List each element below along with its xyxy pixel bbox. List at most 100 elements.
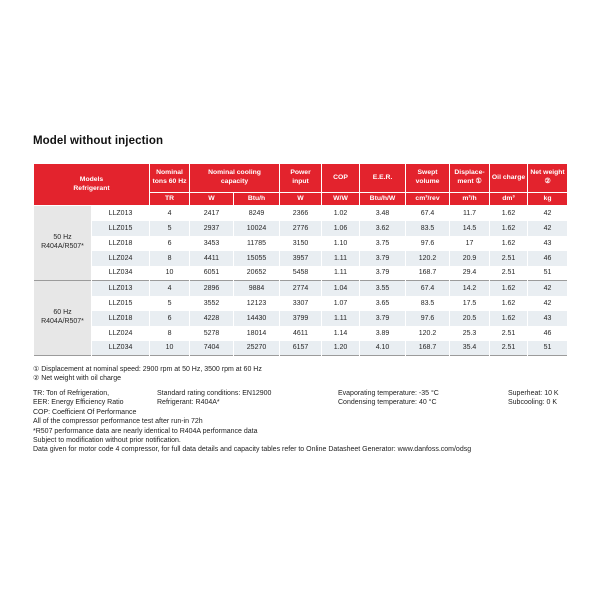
- value-cell: 7404: [189, 340, 235, 356]
- value-cell: 3.79: [359, 250, 407, 266]
- note-r507: *R507 performance data are nearly identi…: [33, 427, 258, 435]
- value-cell: 18014: [233, 325, 281, 341]
- value-cell: 8: [149, 250, 191, 266]
- table-header: Models Refrigerant Nominal tons 60 Hz No…: [32, 163, 569, 206]
- table-body: 50 Hz R404A/R507* LLZ013 4 2417 8249 2366 1.02…: [33, 205, 569, 356]
- model-name-cell: LLZ024: [90, 325, 151, 341]
- value-cell: 2776: [279, 220, 323, 236]
- unit-btuh: Btu/h: [233, 192, 281, 206]
- value-cell: 3.48: [359, 205, 407, 221]
- rating-conditions: Standard rating conditions: EN12900: [157, 390, 272, 397]
- header-cop: COP: [321, 163, 361, 193]
- value-cell: 4: [149, 205, 191, 221]
- header-models-refrigerant: Models Refrigerant: [32, 163, 151, 206]
- value-cell: 1.62: [489, 295, 529, 311]
- value-cell: 3799: [279, 310, 323, 326]
- note-modification: Subject to modification without prior no…: [33, 437, 181, 445]
- value-cell: 10024: [233, 220, 281, 236]
- model-name-cell: LLZ013: [90, 280, 151, 296]
- header-displacement: Displace- ment ①: [449, 163, 491, 193]
- value-cell: 2937: [189, 220, 235, 236]
- value-cell: 1.62: [489, 310, 529, 326]
- table-row: LLZ018 6 3453 11785 3150 1.10 3.75 97.6 17 1.62 43: [34, 235, 569, 251]
- value-cell: 1.04: [321, 280, 361, 296]
- model-name-cell: LLZ024: [90, 250, 151, 266]
- value-cell: 5278: [189, 325, 235, 341]
- value-cell: 1.11: [321, 310, 361, 326]
- value-cell: 8: [149, 325, 191, 341]
- superheat-column: Superheat: 10 K Subcooling: 0 K: [508, 389, 559, 408]
- value-cell: 11785: [233, 235, 281, 251]
- value-cell: 25.3: [449, 325, 491, 341]
- value-cell: 42: [527, 205, 569, 221]
- footnote-displacement: ① Displacement at nominal speed: 2900 rp…: [33, 366, 262, 373]
- value-cell: 51: [527, 265, 569, 281]
- unit-w: W: [189, 192, 235, 206]
- value-cell: 20652: [233, 265, 281, 281]
- value-cell: 17: [449, 235, 491, 251]
- value-cell: 2.51: [489, 250, 529, 266]
- value-cell: 5: [149, 220, 191, 236]
- value-cell: 1.14: [321, 325, 361, 341]
- header-net-weight: Net weight ②: [527, 163, 569, 193]
- value-cell: 1.62: [489, 280, 529, 296]
- model-name-cell: LLZ015: [90, 220, 151, 236]
- value-cell: 42: [527, 220, 569, 236]
- value-cell: 1.11: [321, 265, 361, 281]
- value-cell: 97.6: [405, 235, 451, 251]
- value-cell: 6051: [189, 265, 235, 281]
- value-cell: 67.4: [405, 280, 451, 296]
- value-cell: 6: [149, 310, 191, 326]
- header-cooling-capacity: Nominal cooling capacity: [189, 163, 281, 193]
- abbr-eer: EER: Energy Efficiency Ratio: [33, 399, 124, 407]
- value-cell: 3552: [189, 295, 235, 311]
- header-swept-volume: Swept volume: [405, 163, 451, 193]
- value-cell: 3957: [279, 250, 323, 266]
- value-cell: 2.51: [489, 340, 529, 356]
- value-cell: 6157: [279, 340, 323, 356]
- value-cell: 43: [527, 310, 569, 326]
- table-row: 50 Hz R404A/R507* LLZ013 4 2417 8249 2366 1.02…: [33, 205, 569, 281]
- value-cell: 3453: [189, 235, 235, 251]
- value-cell: 3.55: [359, 280, 407, 296]
- value-cell: 5458: [279, 265, 323, 281]
- model-name-cell: LLZ013: [90, 205, 151, 221]
- value-cell: 2774: [279, 280, 323, 296]
- unit-tr: TR: [149, 192, 191, 206]
- value-cell: 1.07: [321, 295, 361, 311]
- value-cell: 8249: [233, 205, 281, 221]
- value-cell: 14.2: [449, 280, 491, 296]
- value-cell: 25270: [233, 340, 281, 356]
- value-cell: 168.7: [405, 265, 451, 281]
- value-cell: 1.62: [489, 235, 529, 251]
- value-cell: 6: [149, 235, 191, 251]
- value-cell: 2417: [189, 205, 235, 221]
- note-run-in: All of the compressor performance test a…: [33, 418, 203, 426]
- value-cell: 14.5: [449, 220, 491, 236]
- value-cell: 83.5: [405, 220, 451, 236]
- table-row: 60 Hz R404A/R507* LLZ013 4 2896 9884 2774 1.04…: [33, 280, 569, 356]
- unit-power-w: W: [279, 192, 323, 206]
- evaporating-temperature: Evaporating temperature: -35 °C: [338, 390, 439, 397]
- superheat-note: Superheat: 10 K: [508, 390, 559, 397]
- value-cell: 43: [527, 235, 569, 251]
- value-cell: 42: [527, 280, 569, 296]
- rating-conditions-column: Standard rating conditions: EN12900 Refr…: [157, 389, 271, 408]
- abbr-cop: COP: Coefficient Of Performance: [33, 408, 137, 416]
- value-cell: 5: [149, 295, 191, 311]
- temperatures-column: Evaporating temperature: -35 °C Condensi…: [338, 389, 439, 408]
- model-name-cell: LLZ034: [90, 265, 151, 281]
- value-cell: 4228: [189, 310, 235, 326]
- value-cell: 3307: [279, 295, 323, 311]
- value-cell: 1.02: [321, 205, 361, 221]
- unit-cm3rev: cm³/rev: [405, 192, 451, 206]
- value-cell: 3.65: [359, 295, 407, 311]
- value-cell: 3.75: [359, 235, 407, 251]
- header-power-input: Power input: [279, 163, 323, 193]
- value-cell: 3150: [279, 235, 323, 251]
- value-cell: 168.7: [405, 340, 451, 356]
- value-cell: 3.62: [359, 220, 407, 236]
- table-row: LLZ034 10 7404 25270 6157 1.20 4.10 168.7 35.4 2.…: [34, 340, 569, 356]
- value-cell: 1.11: [321, 250, 361, 266]
- value-cell: 29.4: [449, 265, 491, 281]
